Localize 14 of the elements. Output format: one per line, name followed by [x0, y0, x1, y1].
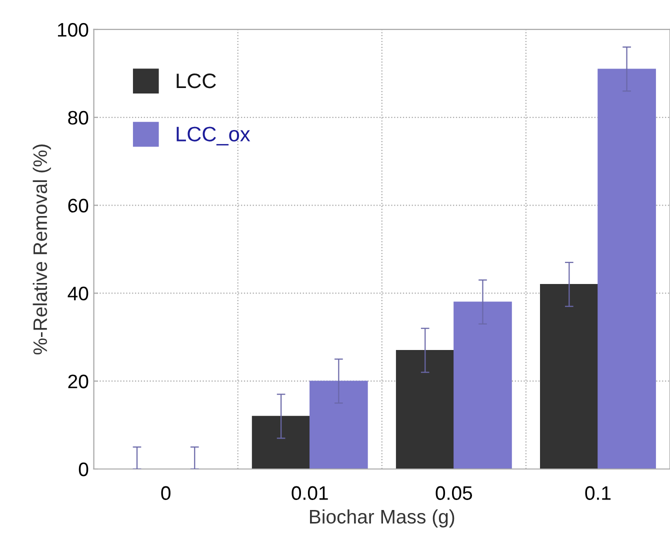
y-tick-label: 40: [68, 286, 88, 300]
legend-label: LCC_ox: [176, 126, 250, 146]
legend-label: LCC: [176, 73, 216, 88]
y-tick-label: 20: [68, 374, 88, 388]
y-axis-title: %-Relative Removal (%): [32, 144, 51, 354]
y-tick-label: 60: [68, 198, 88, 213]
x-tick-label: 0: [161, 486, 170, 500]
y-tick-label: 0: [78, 462, 88, 476]
y-tick-label: 100: [58, 22, 88, 37]
y-tick-label: 80: [68, 110, 88, 125]
x-tick-label: 0.1: [585, 486, 611, 500]
x-tick-label: 0.05: [436, 486, 472, 500]
x-axis-title: Biochar Mass (g): [310, 509, 454, 528]
x-tick-label: 0.01: [292, 486, 328, 500]
